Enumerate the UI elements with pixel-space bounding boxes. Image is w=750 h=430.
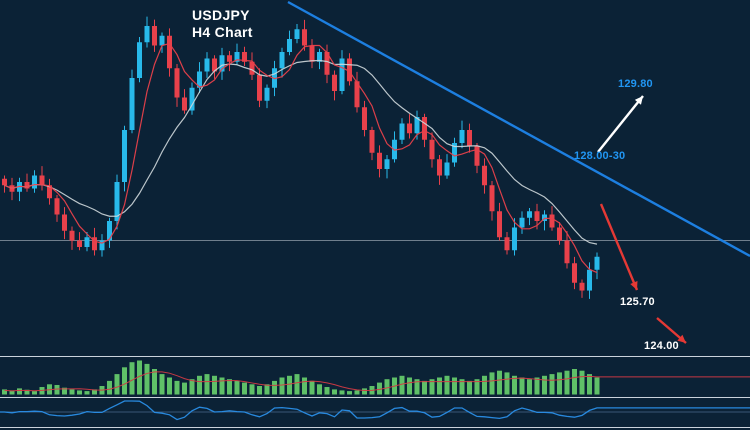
price-target-up-label: 129.80: [618, 78, 653, 90]
symbol-label: USDJPY: [192, 7, 250, 23]
resistance-zone-label: 128.00-30: [574, 150, 626, 162]
timeframe-label: H4 Chart: [192, 24, 253, 40]
price-target-down2-label: 124.00: [644, 340, 679, 352]
price-target-down-label: 125.70: [620, 296, 655, 308]
chart-title: USDJPY H4 Chart: [192, 7, 253, 41]
